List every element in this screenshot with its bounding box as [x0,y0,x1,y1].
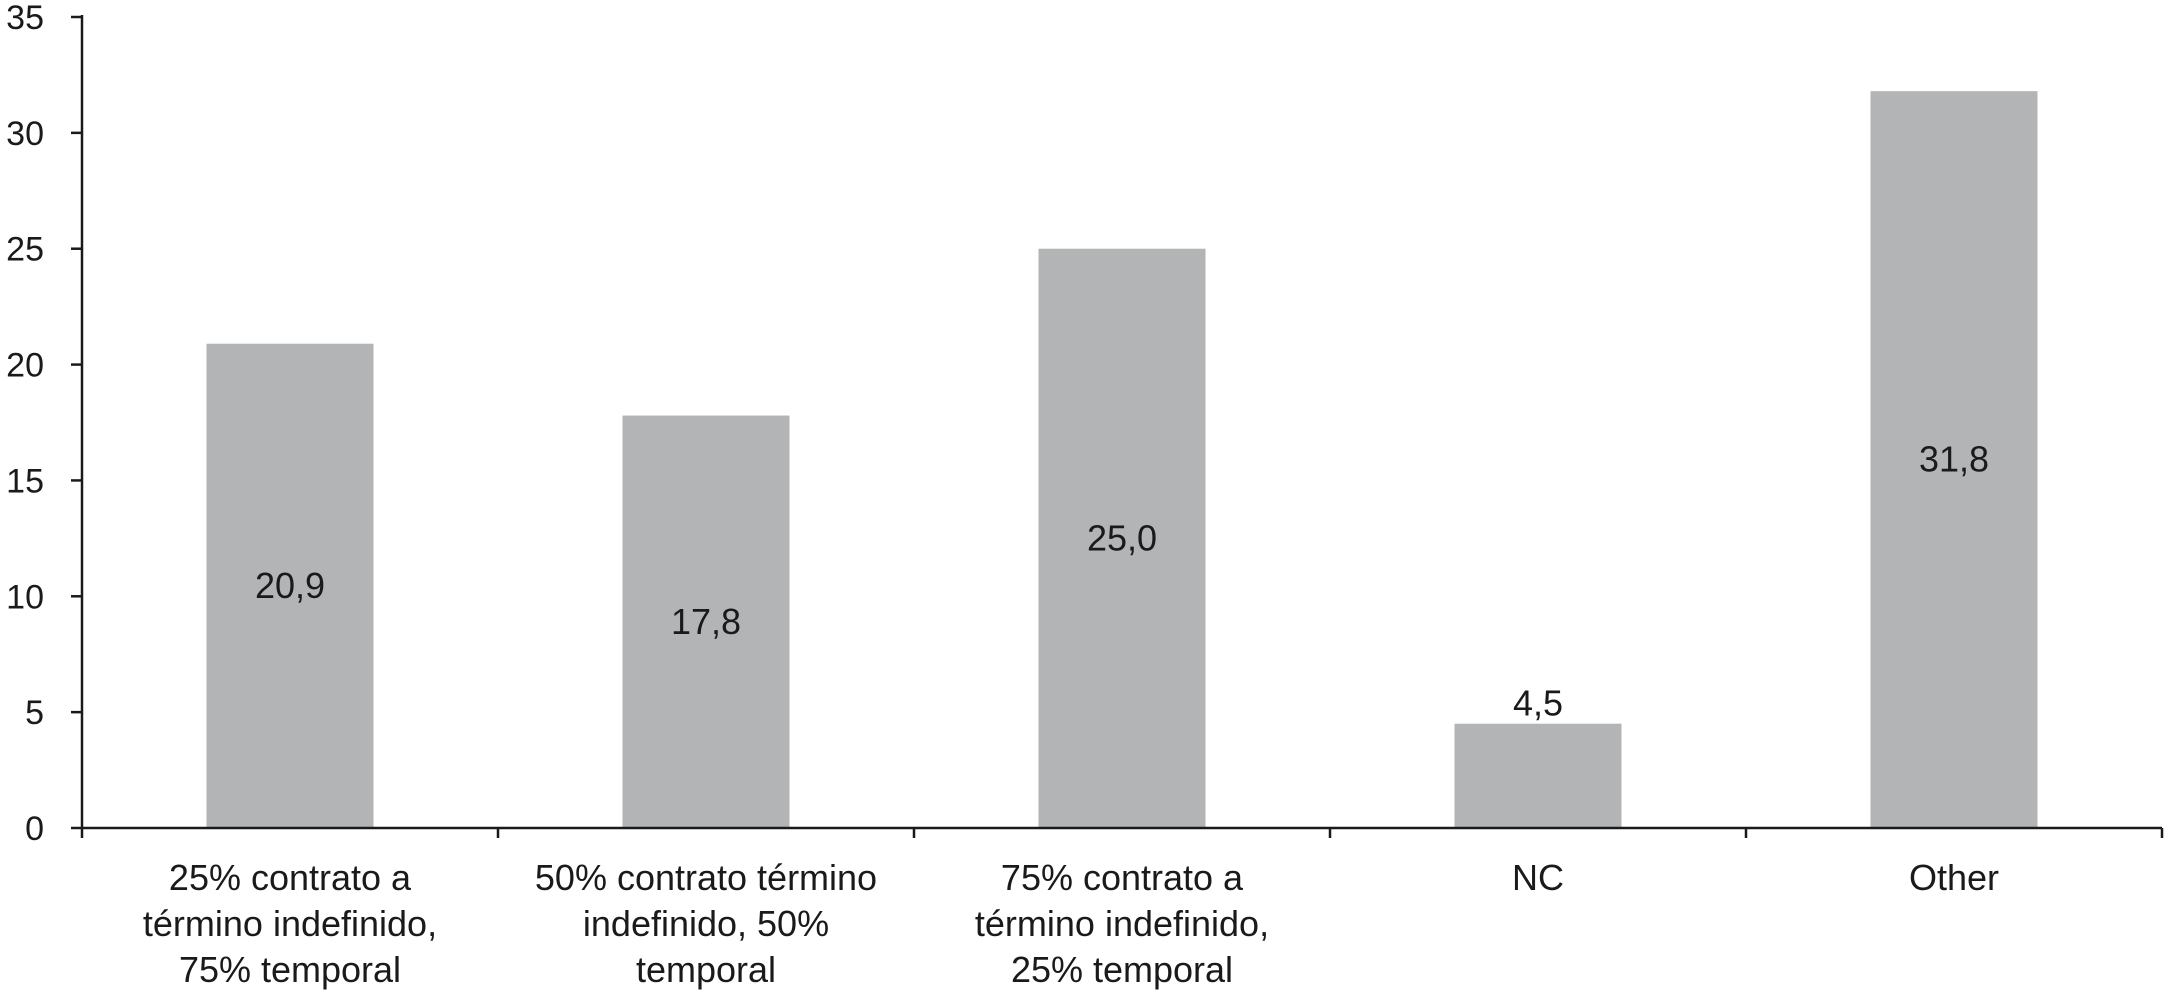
x-category-label-line: 25% contrato a [169,857,412,898]
category-labels-group: 25% contrato a término indefinido, 75% tem… [143,857,1999,990]
x-axis [80,826,2164,838]
y-tick-label: 35 [6,0,44,37]
bar-value-label: 4,5 [1513,683,1563,724]
value-labels-group: 20,9 17,8 25,0 4,5 31,8 [255,439,1989,724]
bar [1038,248,1206,828]
bar-value-label: 31,8 [1919,439,1989,480]
bar [622,415,790,828]
x-category-label: 25% contrato a término indefinido, 75% tem… [143,857,437,990]
bar [206,343,374,828]
y-axis: 0 5 10 15 20 25 30 35 [6,0,84,848]
x-category-label-line: 75% contrato a [1001,857,1244,898]
y-tick-label: 10 [6,578,44,616]
x-category-label: 75% contrato a término indefinido, 25% tem… [975,857,1269,990]
x-category-label: NC [1512,857,1564,898]
bars-group [206,91,2038,829]
x-category-label: Other [1909,857,1999,898]
x-category-label-line: 25% temporal [1011,949,1233,990]
x-category-label-line: Other [1909,857,1999,898]
x-category-label-line: 50% contrato término [535,857,877,898]
y-tick-label: 25 [6,231,44,269]
x-category-label-line: NC [1512,857,1564,898]
x-category-label-line: indefinido, 50% [583,903,829,944]
x-category-label-line: término indefinido, [975,903,1269,944]
x-category-label: 50% contrato término indefinido, 50% tempo… [535,857,877,990]
x-category-label-line: término indefinido, [143,903,437,944]
bar-value-label: 25,0 [1087,517,1157,558]
y-tick-label: 5 [25,694,44,732]
y-tick-label: 20 [6,347,44,385]
y-tick-label: 30 [6,115,44,153]
x-category-label-line: temporal [636,949,776,990]
bar [1870,91,2038,829]
bar-value-label: 17,8 [671,601,741,642]
x-category-label-line: 75% temporal [179,949,401,990]
bar-value-label: 20,9 [255,565,325,606]
bar [1454,723,1622,828]
y-tick-label: 0 [25,810,44,848]
y-tick-label: 15 [6,462,44,500]
